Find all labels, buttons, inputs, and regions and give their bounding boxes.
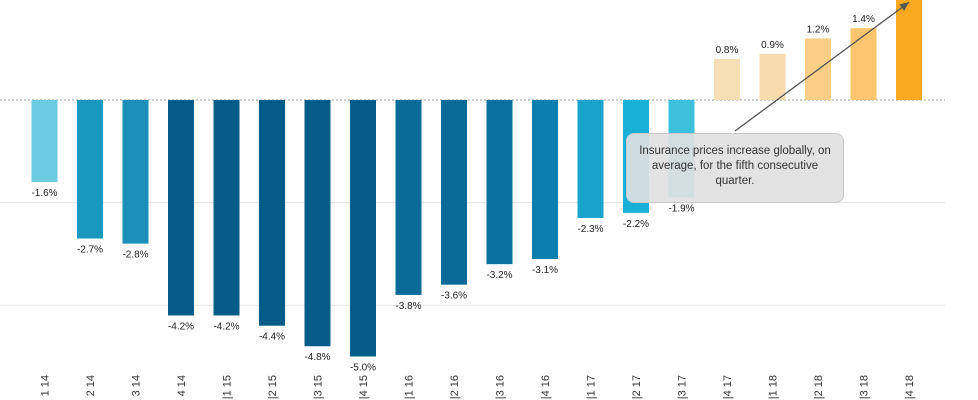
category-label-1Q15: |1 15 — [222, 375, 234, 399]
category-label-1Q16: |1 16 — [404, 375, 416, 399]
category-label-2Q17: |2 17 — [631, 375, 643, 399]
annotation-arrowhead — [899, 2, 909, 11]
bar-4Q17 — [714, 58, 740, 100]
annotation-callout: Insurance prices increase globally, on a… — [626, 133, 844, 203]
annotation-arrow — [734, 1, 910, 132]
category-label-2Q15: |2 15 — [267, 375, 279, 399]
value-label-2Q16: -3.6% — [441, 291, 467, 302]
bar-1Q17 — [577, 100, 604, 218]
value-label-2Q18: 1.2% — [807, 24, 830, 35]
value-label-1Q14: -1.6% — [31, 188, 57, 199]
value-label-4Q17: 0.8% — [716, 45, 739, 56]
value-label-1Q18: 0.9% — [761, 40, 784, 51]
bar-1Q18 — [759, 53, 786, 100]
category-label-4Q16: |4 16 — [540, 375, 552, 399]
bar-1Q14 — [31, 100, 58, 183]
category-label-1Q17: |1 17 — [586, 375, 598, 399]
value-label-3Q16: -3.2% — [486, 270, 512, 281]
bar-3Q14 — [122, 100, 149, 244]
category-label-4Q17: |4 17 — [722, 375, 734, 399]
bar-4Q18 — [896, 0, 922, 101]
category-label-3Q18: |3 18 — [859, 375, 871, 399]
category-label-2Q14: 2 14 — [85, 375, 97, 396]
category-label-4Q14: 4 14 — [176, 375, 188, 396]
bar-3Q15 — [304, 100, 331, 347]
bar-2Q15 — [259, 100, 285, 326]
bar-3Q18 — [850, 28, 877, 100]
bars — [31, 0, 922, 357]
category-label-1Q14: 1 14 — [40, 375, 52, 396]
bar-4Q16 — [532, 100, 558, 260]
bar-3Q16 — [486, 100, 513, 265]
category-label-3Q16: |3 16 — [495, 375, 507, 399]
value-label-2Q17: -2.2% — [623, 219, 649, 230]
category-label-2Q18: |2 18 — [813, 375, 825, 399]
category-label-4Q15: |4 15 — [358, 375, 370, 399]
bar-1Q15 — [213, 100, 240, 316]
value-label-3Q15: -4.8% — [304, 352, 330, 363]
bar-4Q14 — [168, 100, 194, 316]
value-label-2Q14: -2.7% — [77, 245, 103, 256]
category-label-3Q17: |3 17 — [677, 375, 689, 399]
bar-2Q16 — [441, 100, 467, 285]
category-label-1Q18: |1 18 — [768, 375, 780, 399]
value-label-1Q17: -2.3% — [577, 224, 603, 235]
value-labels: -1.6% -2.7% -2.8% -4.2% -4.2% -4.4% -4.8% -5.0%… — [31, 14, 875, 374]
category-label-4Q18: |4 18 — [904, 375, 916, 399]
value-label-3Q18: 1.4% — [852, 14, 875, 25]
category-label-3Q14: 3 14 — [131, 375, 143, 396]
bar-2Q14 — [77, 100, 103, 239]
value-label-2Q15: -4.4% — [259, 332, 285, 343]
value-label-1Q15: -4.2% — [213, 321, 239, 332]
bar-1Q16 — [395, 100, 422, 295]
bar-4Q15 — [350, 100, 376, 357]
value-label-3Q14: -2.8% — [122, 250, 148, 261]
value-label-1Q16: -3.8% — [395, 301, 421, 312]
value-label-3Q17: -1.9% — [668, 203, 694, 214]
value-label-4Q16: -3.1% — [532, 265, 558, 276]
category-labels: 1 14 2 14 3 14 4 14 |1 15 |2 15 |3 15 |4 15 |1 1… — [40, 375, 917, 399]
value-label-4Q15: -5.0% — [350, 363, 376, 374]
value-label-4Q14: -4.2% — [168, 321, 194, 332]
category-label-2Q16: |2 16 — [449, 375, 461, 399]
category-label-3Q15: |3 15 — [313, 375, 325, 399]
